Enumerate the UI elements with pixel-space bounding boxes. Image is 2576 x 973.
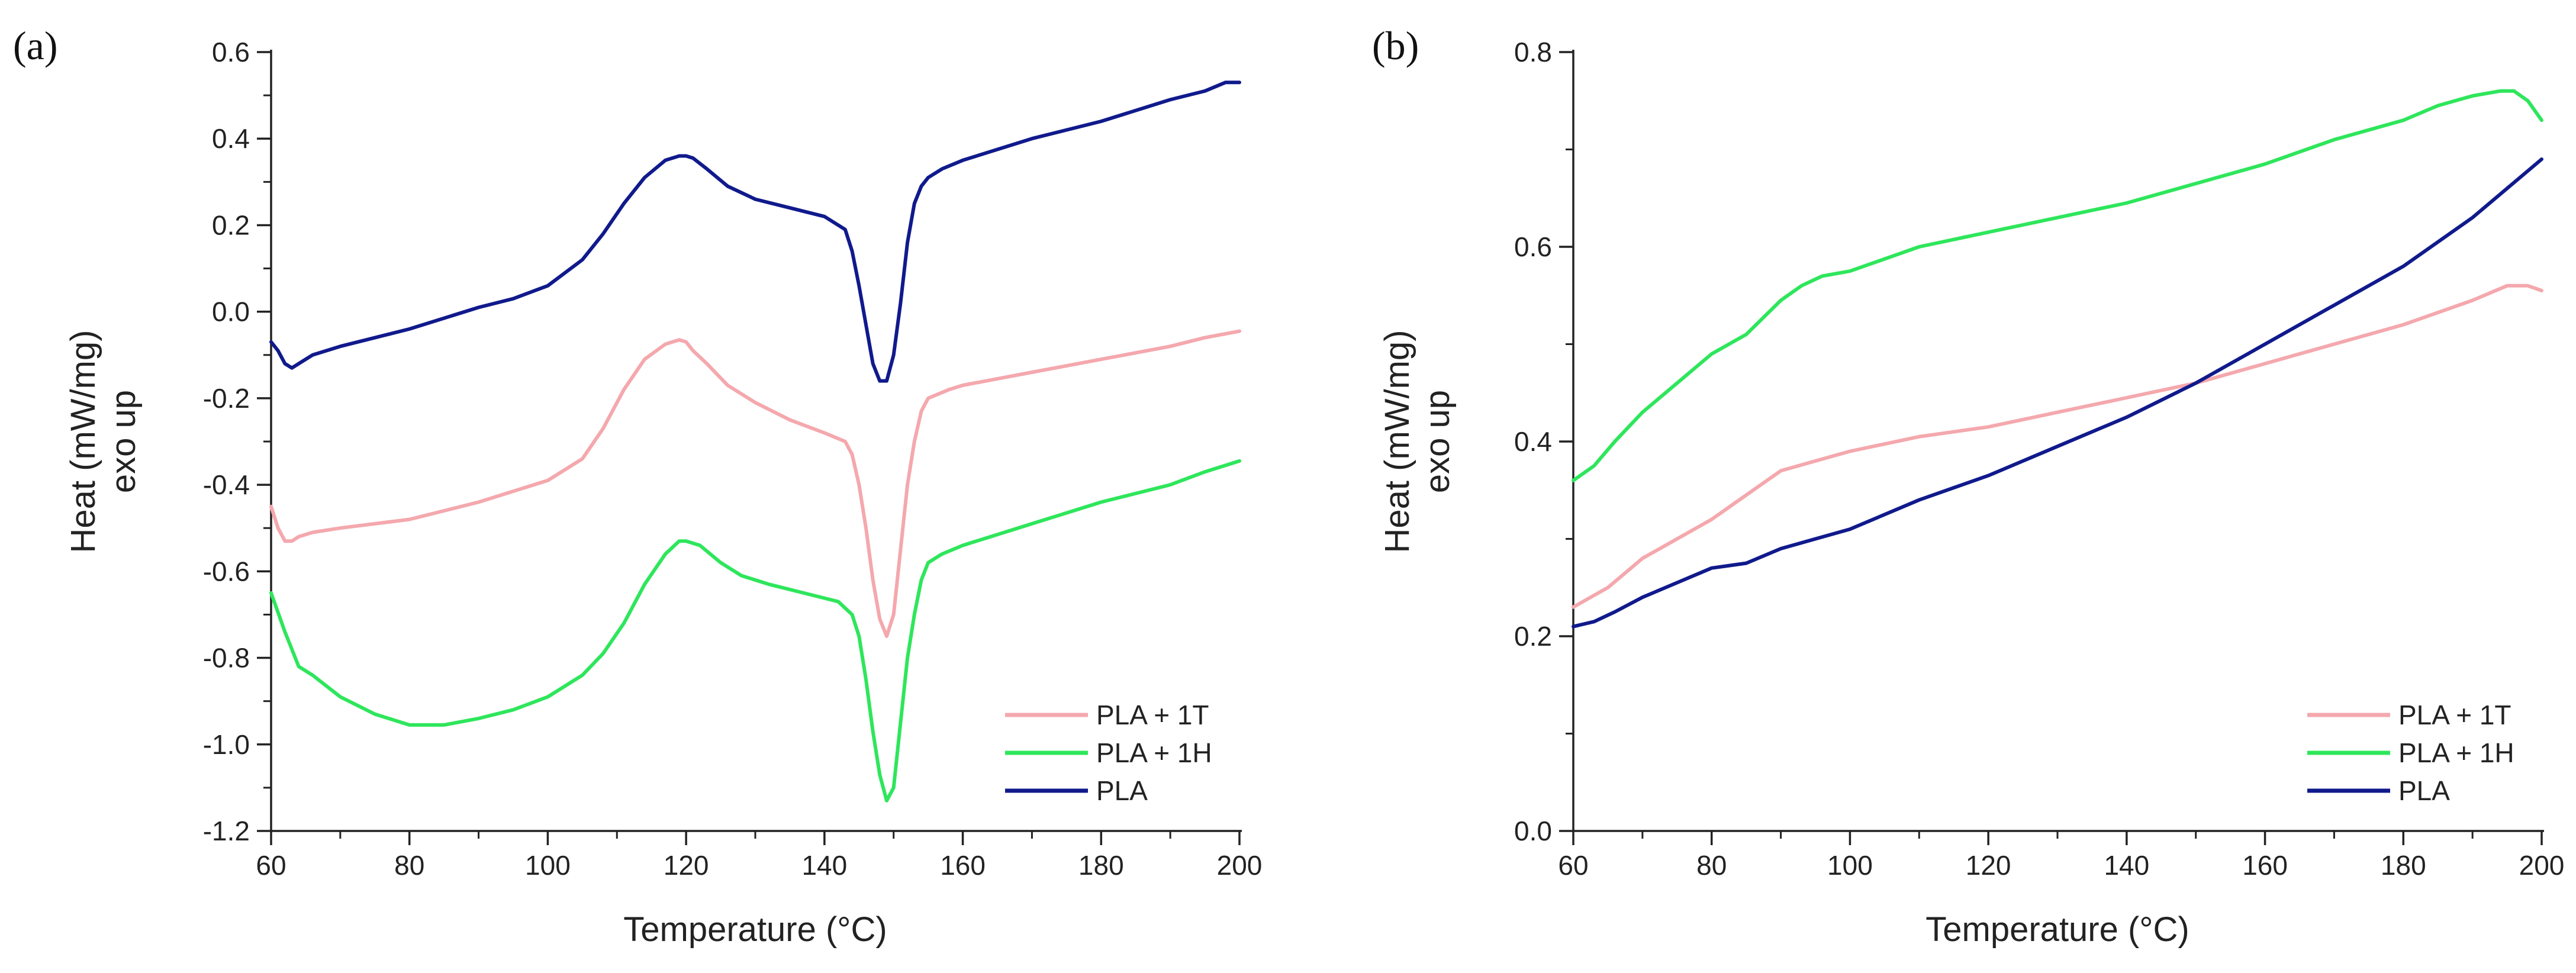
x-tick-label: 200 (1217, 850, 1263, 881)
x-tick-label: 180 (2381, 850, 2426, 881)
series-line-pla-1t (1572, 283, 2543, 609)
y-tick-label: 0.4 (212, 123, 250, 154)
panel-label: (a) (13, 23, 57, 68)
y-tick-label: 0.4 (1514, 426, 1552, 457)
y-tick-label: 0.2 (1514, 621, 1552, 652)
x-tick-label: 120 (1966, 850, 2011, 881)
legend-entry-label: PLA + 1T (2398, 700, 2511, 730)
y-axis-label-secondary: exo up (104, 390, 143, 493)
x-tick-label: 100 (525, 850, 571, 881)
series-line-pla (1572, 157, 2543, 629)
x-tick-label: 120 (664, 850, 709, 881)
y-axis-label-secondary: exo up (1418, 390, 1457, 493)
x-tick-label: 160 (940, 850, 986, 881)
panel-a: (a) 60 80 100 120 140 160 180 200 -1.2 -1.0 -0.8 -0.… (13, 23, 1262, 949)
y-tick-label: -0.2 (203, 383, 250, 414)
y-tick-label: -0.4 (203, 469, 250, 500)
series-line-pla (269, 80, 1241, 383)
series-line-pla-1h (1572, 89, 2543, 482)
x-tick-label: 200 (2519, 850, 2565, 881)
y-tick-label: 0.0 (212, 297, 250, 327)
x-tick-label: 180 (1078, 850, 1124, 881)
y-axis-label: Heat (mW/mg) (1378, 330, 1416, 553)
x-tick-label: 60 (1558, 850, 1588, 881)
y-tick-label: 0.6 (212, 37, 250, 67)
x-tick-label: 80 (394, 850, 424, 881)
x-tick-label: 160 (2242, 850, 2288, 881)
series-line-pla-1h (269, 459, 1241, 803)
panel-b: (b) 60 80 100 120 140 160 180 200 0.0 0.2 0.4 0.6 0.8… (1372, 23, 2564, 949)
legend-entry-label: PLA + 1H (1096, 737, 1212, 768)
legend-entry-label: PLA (1096, 775, 1148, 806)
legend: PLA + 1T PLA + 1H PLA (2307, 700, 2514, 806)
x-tick-label: 100 (1827, 850, 1873, 881)
legend-entry-label: PLA + 1H (2398, 737, 2514, 768)
y-tick-label: 0.6 (1514, 231, 1552, 262)
x-axis-label: Temperature (°C) (1925, 910, 2189, 949)
x-tick-label: 60 (256, 850, 286, 881)
y-axis-label: Heat (mW/mg) (64, 330, 102, 553)
legend-entry-label: PLA + 1T (1096, 700, 1209, 730)
series-line-pla-1t (269, 329, 1241, 638)
x-tick-label: 140 (2104, 850, 2149, 881)
x-tick-label: 140 (801, 850, 847, 881)
y-tick-label: 0.2 (212, 210, 250, 240)
y-tick-label: -0.8 (203, 643, 250, 674)
x-tick-label: 80 (1696, 850, 1727, 881)
legend-entry-label: PLA (2398, 775, 2450, 806)
y-tick-label: -1.2 (203, 816, 250, 846)
y-tick-label: -0.6 (203, 556, 250, 587)
y-tick-label: 0.8 (1514, 37, 1552, 67)
y-tick-label: -1.0 (203, 729, 250, 760)
panel-label: (b) (1372, 23, 1419, 68)
x-axis-label: Temperature (°C) (623, 910, 887, 949)
y-tick-label: 0.0 (1514, 816, 1552, 846)
legend: PLA + 1T PLA + 1H PLA (1005, 700, 1212, 806)
